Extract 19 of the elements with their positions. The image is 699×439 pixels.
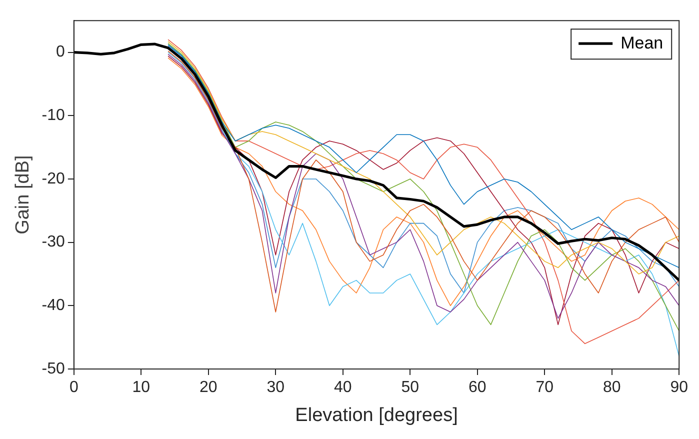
x-tick-label: 80: [602, 379, 621, 396]
x-tick-label: 10: [132, 379, 150, 396]
y-tick-label: -30: [42, 234, 66, 251]
x-axis-title: Elevation [degrees]: [295, 404, 458, 426]
y-tick-label: 0: [56, 44, 66, 61]
y-axis-title: Gain [dB]: [12, 155, 34, 234]
x-tick-label: 0: [69, 379, 78, 396]
x-tick-label: 60: [468, 379, 486, 396]
x-tick-label: 90: [670, 379, 688, 396]
x-tick-label: 30: [266, 379, 285, 396]
legend-label: Mean: [620, 33, 664, 52]
y-tick-label: -50: [42, 360, 66, 378]
x-tick-label: 50: [401, 379, 420, 396]
y-tick-label: -20: [42, 170, 66, 188]
x-tick-label: 40: [334, 379, 352, 396]
x-tick-label: 70: [536, 379, 554, 396]
x-tick-label: 20: [200, 379, 218, 396]
y-tick-label: -10: [42, 107, 66, 124]
y-tick-label: -40: [42, 297, 66, 314]
